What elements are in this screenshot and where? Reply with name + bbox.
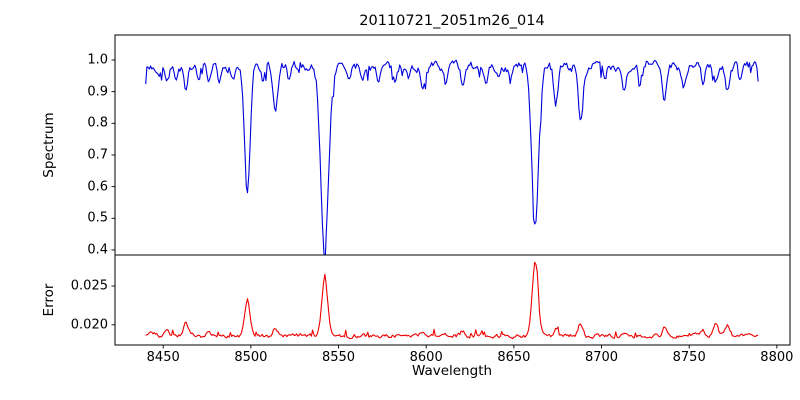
error-panel-border xyxy=(114,254,791,346)
spectrum-line xyxy=(145,59,759,255)
y-axis-label-error: Error xyxy=(41,283,57,317)
x-axis-label: Wavelength xyxy=(411,363,493,379)
error-line xyxy=(145,261,759,340)
y-axis-label-spectrum: Spectrum xyxy=(41,112,57,178)
chart-title: 20110721_2051m26_014 xyxy=(359,13,545,29)
